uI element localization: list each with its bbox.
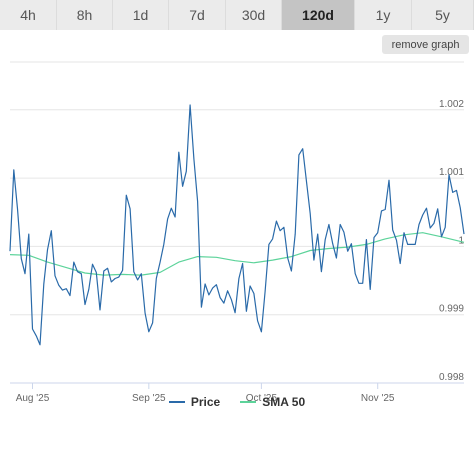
y-tick-label: 1.001 xyxy=(439,167,464,178)
legend-swatch xyxy=(168,401,185,403)
x-tick-label: Sep '25 xyxy=(132,393,166,404)
chart-legend: Price SMA 50 xyxy=(0,392,474,412)
legend-label: SMA 50 xyxy=(262,395,306,409)
tab-5y[interactable]: 5y xyxy=(412,0,474,30)
x-tick-label: Aug '25 xyxy=(16,393,50,404)
x-tick-label: Oct '25 xyxy=(246,393,278,404)
tab-4h[interactable]: 4h xyxy=(0,0,57,30)
x-tick-label: Nov '25 xyxy=(361,393,395,404)
y-tick-label: 0.998 xyxy=(439,372,464,383)
tab-1d[interactable]: 1d xyxy=(113,0,169,30)
tab-1y[interactable]: 1y xyxy=(355,0,412,30)
remove-graph-button[interactable]: remove graph xyxy=(382,35,469,54)
tab-120d[interactable]: 120d xyxy=(282,0,355,30)
series-line-price xyxy=(9,104,465,346)
legend-item-sma-50[interactable]: SMA 50 xyxy=(240,395,305,409)
y-tick-label: 1.002 xyxy=(439,99,464,110)
legend-label: Price xyxy=(190,395,221,409)
legend-swatch xyxy=(240,401,257,403)
tab-8h[interactable]: 8h xyxy=(57,0,113,30)
y-tick-label: 0.999 xyxy=(439,304,464,315)
series-line-sma-50 xyxy=(9,232,465,276)
legend-item-price[interactable]: Price xyxy=(168,395,221,409)
tab-7d[interactable]: 7d xyxy=(169,0,226,30)
time-range-tabs: 4h 8h 1d 7d 30d 120d 1y 5y xyxy=(0,0,474,30)
y-tick-label: 1 xyxy=(458,235,464,246)
tab-30d[interactable]: 30d xyxy=(226,0,282,30)
